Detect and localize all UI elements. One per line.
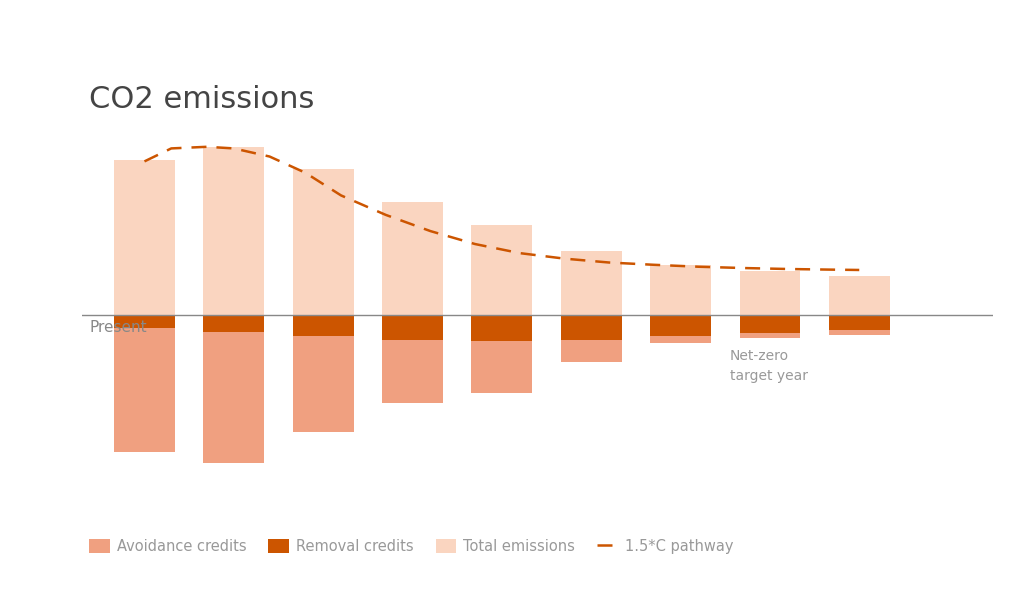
Bar xyxy=(739,315,801,333)
Bar xyxy=(382,315,443,403)
Bar xyxy=(828,315,890,335)
Bar xyxy=(114,160,175,315)
Bar xyxy=(293,170,353,315)
Text: Present: Present xyxy=(89,320,146,335)
Bar xyxy=(739,271,801,315)
Bar xyxy=(828,276,890,315)
Bar xyxy=(739,315,801,338)
Bar xyxy=(114,315,175,328)
Text: Net-zero
target year: Net-zero target year xyxy=(730,349,808,383)
Bar xyxy=(382,315,443,340)
Bar xyxy=(650,265,711,315)
Bar xyxy=(293,315,353,432)
Bar xyxy=(204,315,264,332)
Text: CO2 emissions: CO2 emissions xyxy=(89,85,314,114)
Bar xyxy=(382,202,443,315)
Bar xyxy=(650,315,711,343)
Bar xyxy=(561,315,622,362)
Bar xyxy=(828,315,890,330)
Bar xyxy=(471,225,532,315)
Bar xyxy=(114,315,175,452)
Bar xyxy=(561,250,622,315)
Bar xyxy=(293,315,353,337)
Bar xyxy=(204,147,264,315)
Bar xyxy=(204,315,264,463)
Bar xyxy=(471,315,532,393)
Legend: Avoidance credits, Removal credits, Total emissions, 1.5*C pathway: Avoidance credits, Removal credits, Tota… xyxy=(89,539,733,554)
Bar xyxy=(471,315,532,341)
Bar xyxy=(561,315,622,340)
Bar xyxy=(650,315,711,337)
